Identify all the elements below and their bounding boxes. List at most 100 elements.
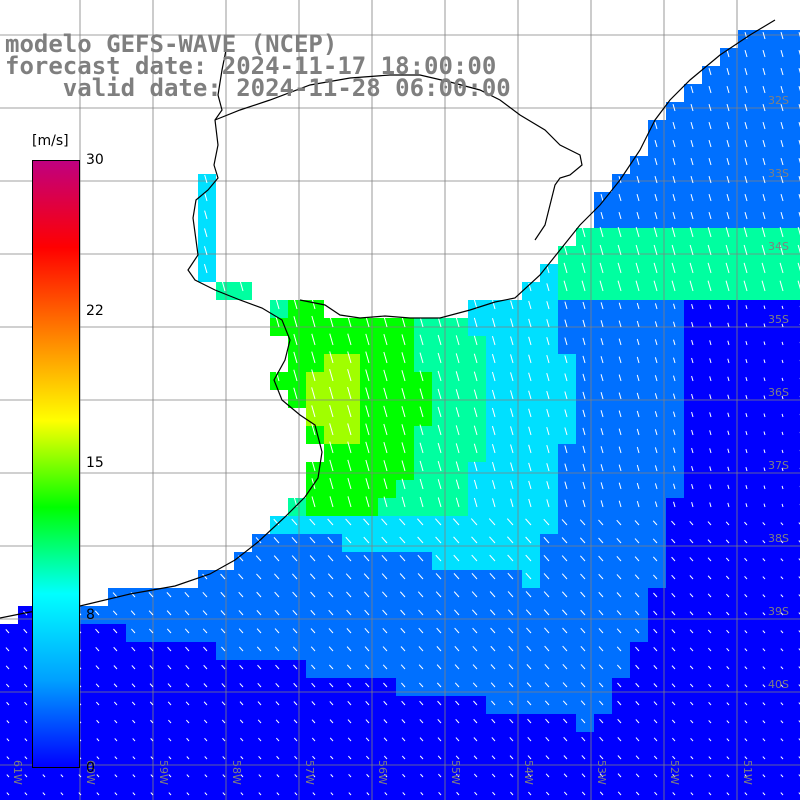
wind-arrow: [780, 522, 784, 526]
wind-arrow: [780, 630, 784, 634]
wind-arrow: [329, 496, 334, 508]
field-cell: [792, 624, 800, 642]
wind-arrow: [780, 211, 784, 220]
wind-arrow: [618, 211, 622, 220]
wind-arrow: [78, 792, 82, 796]
latitude-label: 36S: [768, 386, 789, 399]
wind-arrow: [780, 594, 784, 598]
wind-arrow: [490, 645, 496, 652]
field-cell: [432, 786, 450, 800]
title-model: modelo GEFS-WAVE (NCEP): [5, 30, 338, 58]
wind-arrow: [563, 718, 568, 724]
wind-arrow: [311, 351, 316, 364]
wind-arrow: [725, 575, 730, 580]
wind-arrow: [673, 465, 676, 472]
wind-arrow: [653, 610, 658, 616]
wind-arrow: [543, 554, 550, 562]
wind-arrow: [726, 103, 730, 112]
wind-arrow: [437, 719, 442, 724]
wind-arrow: [726, 85, 730, 94]
wind-arrow: [762, 103, 766, 112]
wind-arrow: [727, 466, 730, 472]
wind-arrow: [437, 388, 442, 400]
wind-arrow: [491, 407, 496, 418]
wind-arrow: [635, 773, 640, 778]
wind-arrow: [636, 320, 640, 328]
field-cell: [792, 786, 800, 800]
wind-arrow: [528, 300, 532, 310]
wind-arrow: [582, 355, 586, 364]
wind-arrow: [5, 665, 10, 670]
wind-arrow: [348, 755, 352, 760]
wind-arrow: [564, 373, 568, 382]
wind-arrow: [311, 459, 316, 472]
wind-arrow: [744, 666, 748, 670]
wind-arrow: [744, 720, 748, 724]
wind-arrow: [636, 464, 640, 472]
wind-arrow: [186, 756, 190, 760]
field-cell: [630, 786, 648, 800]
wind-arrow: [653, 646, 658, 652]
wind-arrow: [150, 792, 154, 796]
wind-arrow: [454, 609, 460, 616]
wind-arrow: [636, 193, 640, 202]
wind-arrow: [653, 628, 658, 634]
wind-arrow: [744, 103, 748, 112]
wind-arrow: [525, 554, 532, 562]
wind-arrow: [311, 405, 316, 418]
wind-arrow: [310, 628, 316, 634]
wind-arrow: [293, 664, 298, 670]
wind-arrow: [546, 463, 550, 472]
wind-arrow: [653, 737, 658, 742]
field-cell: [360, 786, 378, 800]
wind-arrow: [564, 481, 568, 490]
wind-arrow: [419, 334, 424, 346]
wind-arrow: [690, 792, 694, 796]
wind-arrow: [707, 227, 712, 238]
wind-arrow: [634, 556, 640, 562]
wind-arrow: [744, 49, 748, 58]
wind-arrow: [635, 227, 640, 238]
wind-arrow: [671, 719, 676, 724]
colorbar-unit: [m/s]: [32, 133, 69, 149]
wind-arrow: [763, 485, 766, 490]
wind-arrow: [383, 719, 388, 724]
wind-arrow: [401, 424, 406, 436]
wind-arrow: [381, 536, 388, 544]
wind-arrow: [184, 592, 190, 598]
wind-arrow: [763, 305, 766, 310]
field-cell: [792, 534, 800, 552]
longitude-label: 52W: [668, 760, 681, 785]
wind-arrow: [510, 318, 514, 328]
wind-arrow: [726, 211, 730, 220]
wind-arrow: [293, 369, 298, 382]
wind-arrow: [780, 49, 784, 58]
wind-arrow: [490, 627, 496, 634]
wind-arrow: [491, 443, 496, 454]
wind-arrow: [113, 701, 118, 706]
wind-arrow: [204, 192, 208, 202]
field-cell: [792, 426, 800, 444]
wind-arrow: [509, 773, 514, 778]
wind-arrow: [492, 480, 496, 490]
wind-arrow: [491, 773, 496, 778]
wind-arrow: [419, 388, 424, 400]
wind-arrow: [779, 227, 784, 238]
wind-arrow: [399, 573, 406, 580]
wind-arrow: [239, 701, 244, 706]
wind-arrow: [435, 554, 442, 562]
wind-arrow: [635, 244, 640, 256]
wind-arrow: [168, 792, 172, 796]
wind-arrow: [437, 370, 442, 382]
wind-arrow: [454, 646, 460, 652]
wind-arrow: [437, 461, 442, 472]
wind-arrow: [563, 280, 568, 292]
wind-arrow: [561, 555, 568, 562]
field-cell: [792, 768, 800, 786]
wind-arrow: [275, 298, 280, 310]
wind-arrow: [6, 738, 10, 742]
wind-arrow: [690, 774, 694, 778]
wind-arrow: [671, 556, 676, 562]
wind-arrow: [401, 496, 406, 508]
wind-arrow: [528, 498, 532, 508]
